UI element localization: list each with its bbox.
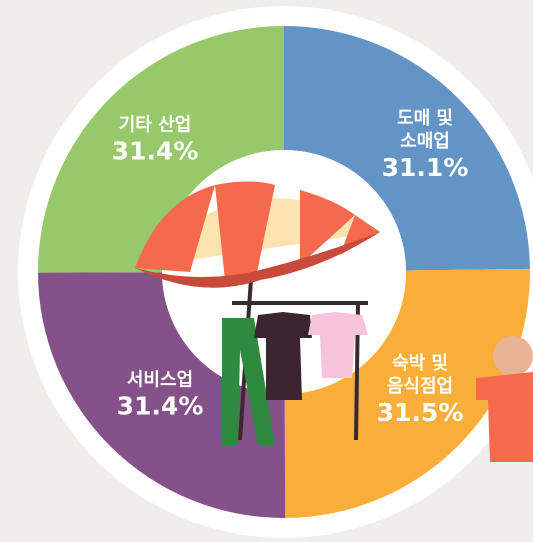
segment-label: 숙박 및 음식점업 31.5% <box>377 352 464 428</box>
value-label: 31.4% <box>111 136 199 166</box>
segment-label: 도매 및 소매업 31.1% <box>382 107 469 183</box>
category-name: 기타 산업 <box>118 114 192 136</box>
segment-label: 서비스업 31.4% <box>117 369 204 422</box>
category-name: 도매 및 소매업 <box>397 108 453 152</box>
category-name: 서비스업 <box>126 369 194 391</box>
wedges <box>38 26 531 518</box>
illustration <box>135 181 533 462</box>
donut-segment <box>38 272 286 518</box>
donut-segment <box>38 26 284 273</box>
donut-segment <box>284 26 530 271</box>
value-label: 31.5% <box>376 398 464 427</box>
category-name: 숙박 및 음식점업 <box>386 353 454 397</box>
segment-label: 기타 산업 31.4% <box>112 114 199 167</box>
donut-segment <box>284 268 531 518</box>
value-label: 31.1% <box>381 153 469 182</box>
value-label: 31.4% <box>116 391 204 421</box>
